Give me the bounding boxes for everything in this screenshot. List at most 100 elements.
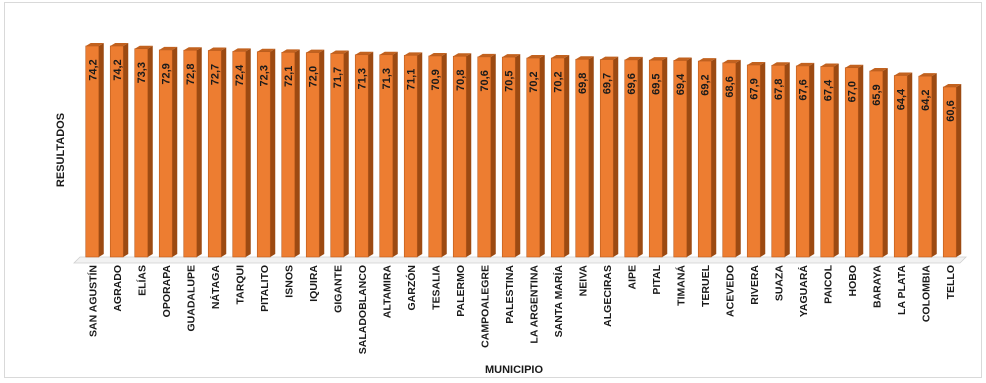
bar-front bbox=[256, 51, 271, 258]
bar bbox=[183, 47, 202, 258]
category-labels: SAN AGUSTÍN AGRADO ELÍAS OPORAPA GUADALUPE NÁ… bbox=[86, 264, 957, 354]
bar-front bbox=[746, 64, 761, 258]
category-label: SALADOBLANCO bbox=[357, 265, 369, 354]
bar bbox=[673, 57, 692, 258]
value-label: 72,1 bbox=[283, 66, 295, 87]
category-label: LA PLATA bbox=[896, 265, 908, 315]
bar-top bbox=[404, 52, 423, 56]
category-label: PITAL bbox=[651, 264, 663, 294]
chart-floor bbox=[73, 256, 967, 264]
value-labels: 74,2 74,2 73,3 72,9 72,8 72,7 72,4 72,3 72,1 72,0… bbox=[87, 59, 957, 121]
bar bbox=[575, 56, 594, 258]
bar-top bbox=[649, 57, 668, 61]
bar-side bbox=[172, 46, 178, 258]
value-label: 69,7 bbox=[602, 73, 614, 94]
bar-front bbox=[232, 51, 247, 258]
bar-front bbox=[85, 45, 100, 258]
bar-side bbox=[490, 53, 496, 258]
bar bbox=[526, 55, 545, 258]
bar-side bbox=[392, 51, 398, 257]
category-label: ISNOS bbox=[283, 265, 295, 298]
category-label: CAMPOALEGRE bbox=[479, 265, 491, 348]
bar-front bbox=[158, 49, 173, 258]
value-label: 69,2 bbox=[700, 74, 712, 95]
bar-front bbox=[648, 59, 663, 258]
bar bbox=[501, 54, 521, 258]
category-label: ELÍAS bbox=[135, 265, 148, 296]
bar bbox=[134, 45, 153, 258]
bar bbox=[893, 72, 913, 258]
category-label: PITALITO bbox=[259, 265, 271, 312]
bar-side bbox=[931, 73, 937, 257]
value-label: 72,0 bbox=[308, 66, 320, 87]
bar-front bbox=[673, 60, 688, 258]
bar-top bbox=[379, 51, 398, 55]
value-label: 68,6 bbox=[724, 76, 736, 97]
bar bbox=[722, 59, 741, 258]
bar bbox=[844, 64, 864, 258]
bar-side bbox=[613, 56, 619, 257]
bar-front bbox=[697, 60, 712, 258]
category-label: TARQUI bbox=[234, 265, 246, 305]
category-label: HOBO bbox=[847, 265, 859, 297]
bar-side bbox=[515, 54, 521, 257]
bar bbox=[452, 53, 472, 258]
bar-side bbox=[98, 43, 104, 257]
category-label: BARAYA bbox=[871, 265, 883, 308]
category-label: SUAZA bbox=[773, 265, 785, 302]
bar bbox=[599, 56, 619, 258]
value-label: 67,6 bbox=[798, 79, 810, 100]
category-label: AIPE bbox=[626, 265, 638, 290]
value-label: 70,2 bbox=[553, 71, 565, 92]
value-label: 71,1 bbox=[406, 69, 418, 90]
value-label: 70,8 bbox=[455, 70, 467, 91]
bar-top bbox=[624, 56, 643, 60]
value-label: 71,3 bbox=[381, 68, 393, 89]
value-label: 60,6 bbox=[945, 100, 957, 121]
bars bbox=[85, 43, 962, 258]
bar bbox=[379, 51, 398, 258]
category-label: OPORAPA bbox=[161, 265, 173, 318]
category-label: PAICOL bbox=[822, 264, 834, 303]
bar bbox=[109, 43, 129, 258]
category-label: YAGUARÁ bbox=[797, 265, 810, 318]
bar-top bbox=[894, 72, 913, 76]
bar-top bbox=[159, 46, 178, 50]
bar-top bbox=[85, 43, 104, 46]
value-label: 70,9 bbox=[430, 69, 442, 90]
value-label: 69,5 bbox=[651, 73, 663, 94]
value-label: 70,6 bbox=[479, 70, 491, 91]
bar-top bbox=[110, 43, 129, 46]
bar-side bbox=[858, 64, 864, 258]
bar-side bbox=[662, 57, 668, 258]
bar-front bbox=[942, 86, 957, 258]
bar bbox=[403, 52, 423, 258]
bar-side bbox=[123, 43, 129, 257]
bar-front bbox=[722, 62, 737, 258]
category-label: TESALIA bbox=[430, 265, 442, 310]
bar-top bbox=[232, 48, 251, 52]
bar-top bbox=[918, 73, 937, 77]
floor-plane bbox=[73, 256, 967, 264]
bar-side bbox=[564, 55, 570, 257]
bar-front bbox=[844, 67, 859, 258]
bar bbox=[256, 48, 276, 258]
bar-front bbox=[452, 55, 467, 258]
bar-top bbox=[575, 56, 594, 60]
bar bbox=[85, 43, 104, 258]
value-label: 69,6 bbox=[626, 73, 638, 94]
value-label: 64,2 bbox=[920, 89, 932, 110]
bar-front bbox=[109, 45, 124, 258]
bar-front bbox=[771, 64, 786, 258]
bar-top bbox=[306, 49, 325, 53]
category-label: NEIVA bbox=[577, 265, 589, 297]
value-label: 72,3 bbox=[259, 65, 271, 86]
value-label: 67,8 bbox=[773, 79, 785, 100]
bar-front bbox=[820, 66, 835, 258]
bar-side bbox=[809, 62, 815, 257]
bar-top bbox=[257, 48, 276, 52]
bar bbox=[232, 48, 251, 258]
bar bbox=[918, 73, 937, 258]
bar-side bbox=[441, 52, 447, 257]
bar-top bbox=[771, 62, 790, 66]
